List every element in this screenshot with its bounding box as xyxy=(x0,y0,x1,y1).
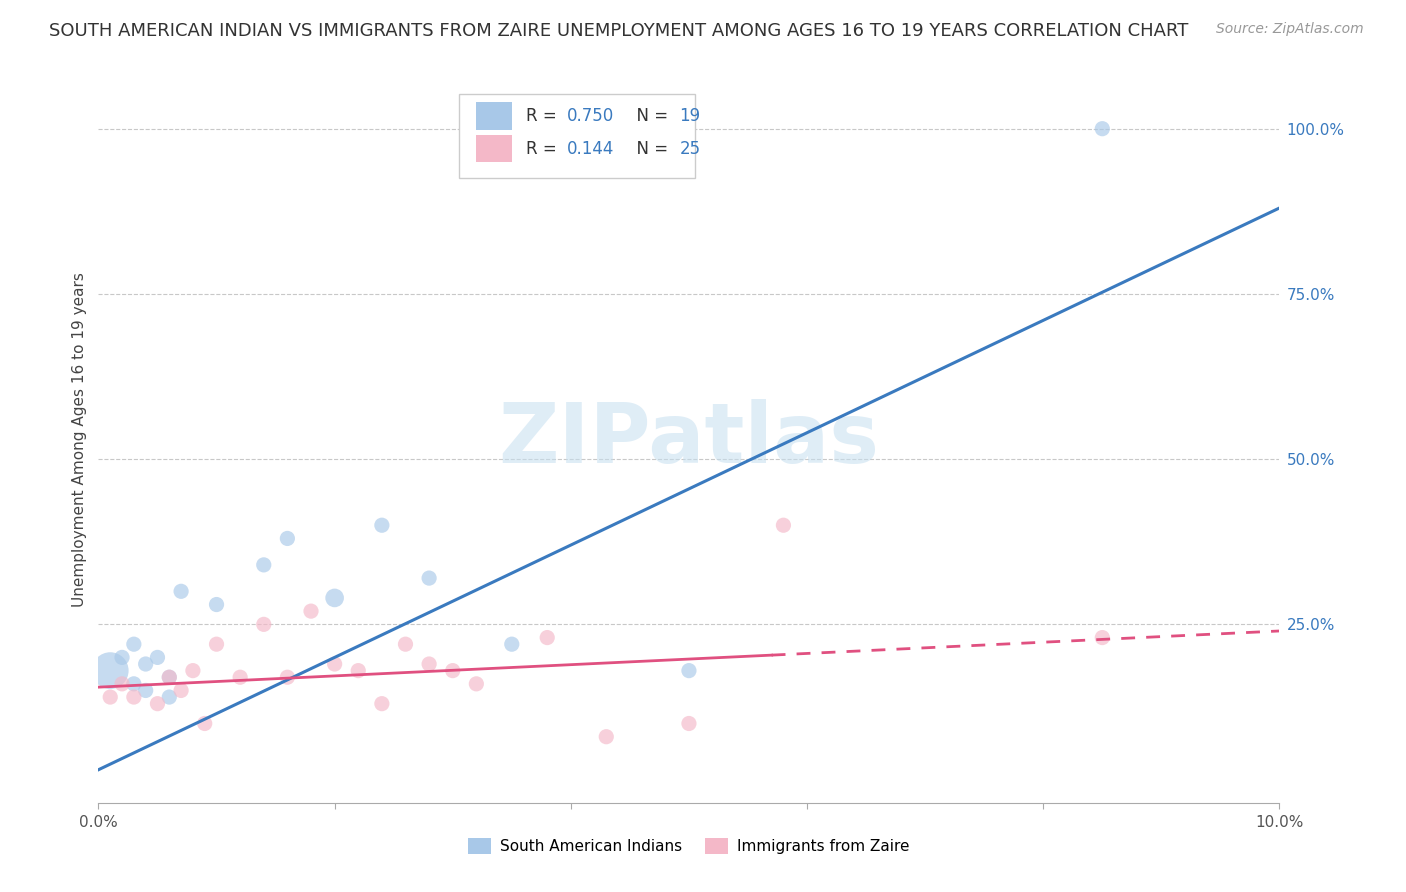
Point xyxy=(418,571,440,585)
Point xyxy=(465,677,488,691)
Point xyxy=(122,690,145,704)
Text: ZIPatlas: ZIPatlas xyxy=(499,399,879,480)
Text: R =: R = xyxy=(526,107,562,125)
Point xyxy=(501,637,523,651)
Point xyxy=(276,670,298,684)
Y-axis label: Unemployment Among Ages 16 to 19 years: Unemployment Among Ages 16 to 19 years xyxy=(72,272,87,607)
Text: SOUTH AMERICAN INDIAN VS IMMIGRANTS FROM ZAIRE UNEMPLOYMENT AMONG AGES 16 TO 19 : SOUTH AMERICAN INDIAN VS IMMIGRANTS FROM… xyxy=(49,22,1188,40)
FancyBboxPatch shape xyxy=(477,102,512,129)
Point xyxy=(276,532,298,546)
Point xyxy=(122,637,145,651)
Point xyxy=(157,670,180,684)
Point xyxy=(135,657,157,671)
Point xyxy=(135,683,157,698)
Text: R =: R = xyxy=(526,139,562,158)
Text: 0.750: 0.750 xyxy=(567,107,614,125)
Point xyxy=(323,591,346,605)
Point xyxy=(418,657,440,671)
Point xyxy=(299,604,322,618)
Point xyxy=(157,690,180,704)
Text: Source: ZipAtlas.com: Source: ZipAtlas.com xyxy=(1216,22,1364,37)
Point xyxy=(205,637,228,651)
Point xyxy=(441,664,464,678)
Point xyxy=(371,697,394,711)
Point xyxy=(394,637,416,651)
Point xyxy=(229,670,252,684)
FancyBboxPatch shape xyxy=(458,94,695,178)
Point xyxy=(181,664,204,678)
Point xyxy=(323,657,346,671)
Point xyxy=(146,697,169,711)
Text: N =: N = xyxy=(626,107,673,125)
Text: 25: 25 xyxy=(679,139,700,158)
Point xyxy=(371,518,394,533)
Text: N =: N = xyxy=(626,139,673,158)
Point xyxy=(146,650,169,665)
Point xyxy=(170,683,193,698)
Point xyxy=(111,650,134,665)
Point xyxy=(170,584,193,599)
Legend: South American Indians, Immigrants from Zaire: South American Indians, Immigrants from … xyxy=(463,832,915,861)
Point xyxy=(772,518,794,533)
Point xyxy=(253,558,276,572)
Point xyxy=(98,690,121,704)
Point xyxy=(678,716,700,731)
Point xyxy=(98,664,121,678)
FancyBboxPatch shape xyxy=(477,135,512,162)
Point xyxy=(1091,631,1114,645)
Point xyxy=(536,631,558,645)
Text: 19: 19 xyxy=(679,107,700,125)
Point xyxy=(595,730,617,744)
Point xyxy=(253,617,276,632)
Point xyxy=(111,677,134,691)
Point xyxy=(194,716,217,731)
Point xyxy=(678,664,700,678)
Point xyxy=(1091,121,1114,136)
Point xyxy=(347,664,370,678)
Point xyxy=(122,677,145,691)
Point xyxy=(205,598,228,612)
Text: 0.144: 0.144 xyxy=(567,139,614,158)
Point xyxy=(157,670,180,684)
